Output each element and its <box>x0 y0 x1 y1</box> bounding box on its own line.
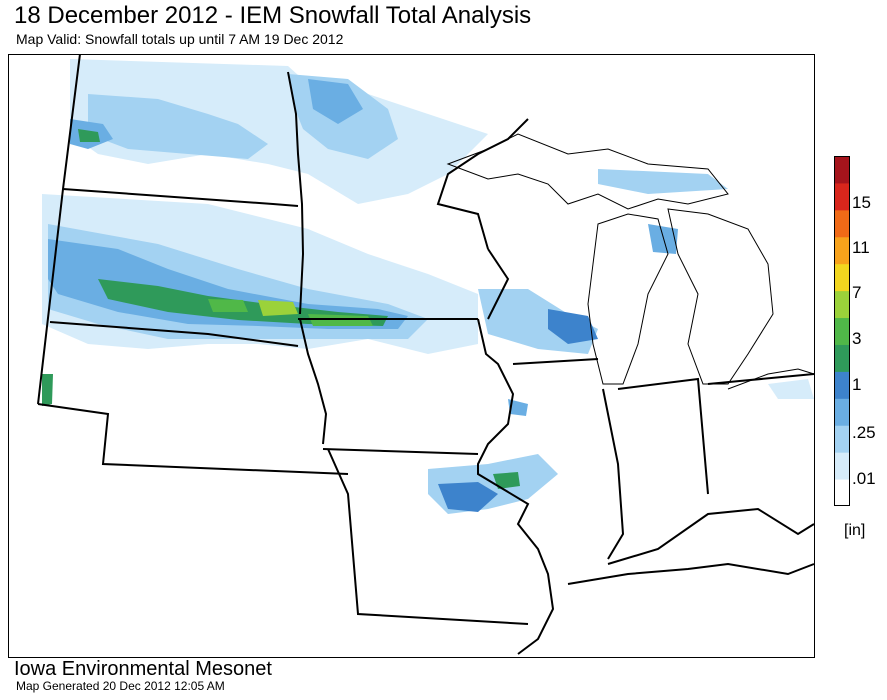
legend-label: 3 <box>852 329 862 348</box>
legend-swatch <box>834 317 850 345</box>
legend-swatch <box>834 371 850 399</box>
map-subtitle: Map Valid: Snowfall totals up until 7 AM… <box>16 31 344 47</box>
legend-swatch <box>834 263 850 292</box>
legend-unit: [in] <box>844 522 866 539</box>
legend-swatch <box>834 344 850 372</box>
legend-swatch <box>834 425 850 453</box>
generated-timestamp: Map Generated 20 Dec 2012 12:05 AM <box>16 679 225 693</box>
legend-swatch <box>834 236 850 265</box>
map-title: 18 December 2012 - IEM Snowfall Total An… <box>14 2 532 29</box>
legend-swatch <box>834 452 850 480</box>
legend-swatch <box>834 290 850 319</box>
legend-label: .01 <box>852 469 876 488</box>
legend-swatch <box>834 182 850 211</box>
legend-label: 1 <box>852 375 862 394</box>
legend-swatch <box>834 398 850 426</box>
legend-label: .25 <box>852 423 876 442</box>
legend-swatch <box>834 209 850 238</box>
legend-label: 15 <box>852 193 871 212</box>
state-boundaries <box>37 54 815 655</box>
lake-shorelines <box>446 133 815 390</box>
snowfall-legend: 15 11 7 3 1 .25 .01 [in] <box>834 156 884 546</box>
snowfall-map <box>8 54 815 658</box>
legend-swatch <box>834 479 850 506</box>
legend-label: 11 <box>852 238 870 257</box>
snowfall-shading <box>42 59 814 514</box>
legend-swatch <box>834 156 850 184</box>
organization-name: Iowa Environmental Mesonet <box>14 658 272 680</box>
legend-label: 7 <box>852 283 862 302</box>
legend-colorbar <box>834 156 850 506</box>
